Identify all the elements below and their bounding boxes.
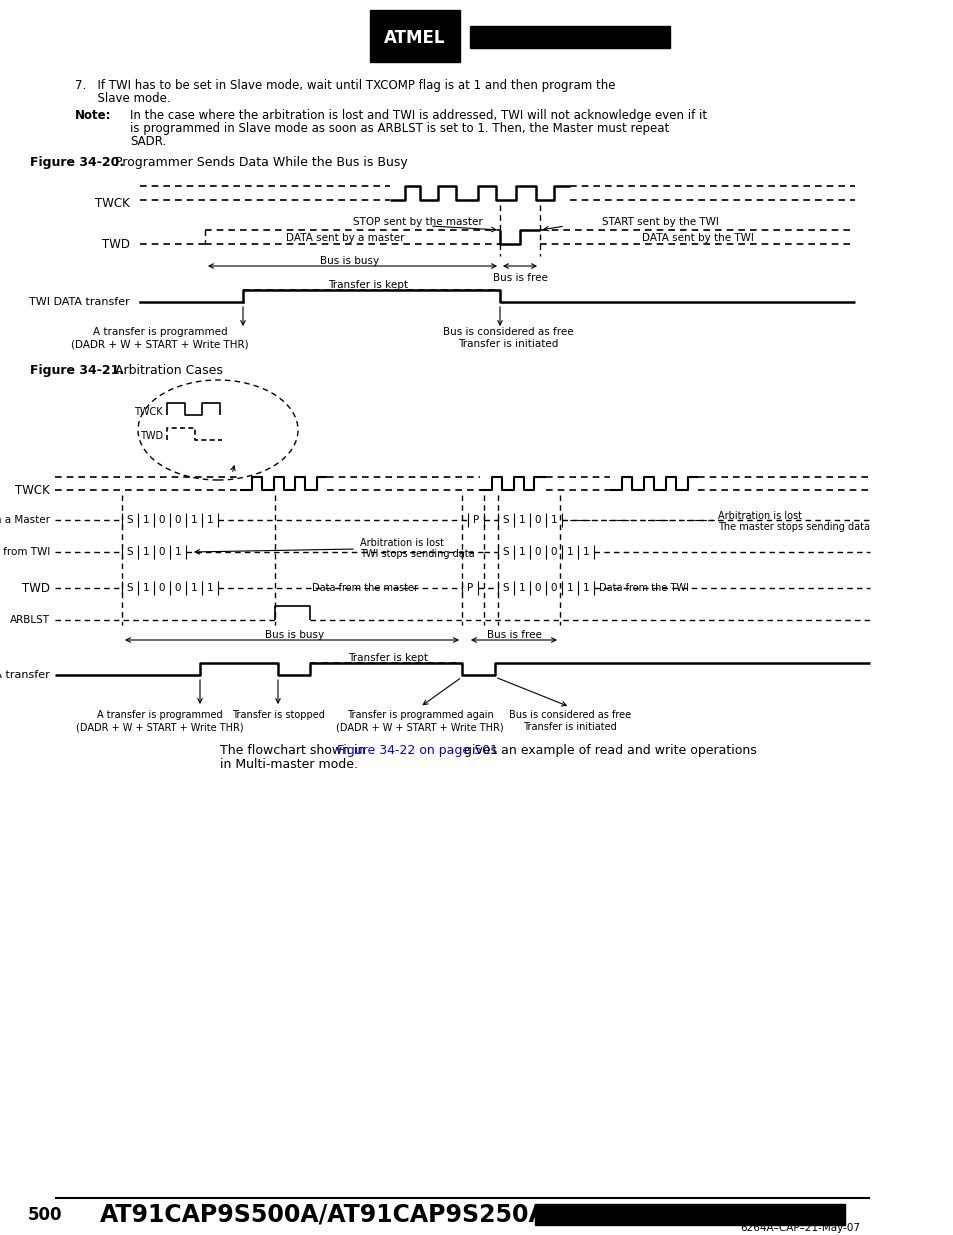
Bar xyxy=(535,1204,844,1225)
Text: TWD: TWD xyxy=(102,237,130,251)
Text: Transfer is kept: Transfer is kept xyxy=(348,653,428,663)
Text: ATMEL: ATMEL xyxy=(384,28,445,47)
Text: Data from the TWI: Data from the TWI xyxy=(598,583,688,593)
Text: (DADR + W + START + Write THR): (DADR + W + START + Write THR) xyxy=(76,722,244,732)
Text: Data from the master: Data from the master xyxy=(312,583,417,593)
Text: TWCK: TWCK xyxy=(95,196,130,210)
Text: The master stops sending data: The master stops sending data xyxy=(718,522,869,532)
Text: Note:: Note: xyxy=(75,109,112,121)
Text: 1: 1 xyxy=(518,547,525,557)
Text: Bus is busy: Bus is busy xyxy=(320,256,379,266)
Text: SADR.: SADR. xyxy=(130,135,166,147)
Text: is programmed in Slave mode as soon as ARBLST is set to 1. Then, the Master must: is programmed in Slave mode as soon as A… xyxy=(130,121,669,135)
Text: 1: 1 xyxy=(143,515,150,525)
Text: TWCK: TWCK xyxy=(134,408,163,417)
Text: Programmer Sends Data While the Bus is Busy: Programmer Sends Data While the Bus is B… xyxy=(111,156,407,168)
Text: 1: 1 xyxy=(174,547,181,557)
Text: 0: 0 xyxy=(158,547,165,557)
Text: TWI DATA transfer: TWI DATA transfer xyxy=(30,296,130,308)
Text: Transfer is programmed again: Transfer is programmed again xyxy=(346,710,493,720)
Bar xyxy=(470,26,669,48)
Text: Bus is considered as free: Bus is considered as free xyxy=(508,710,630,720)
Text: 1: 1 xyxy=(518,515,525,525)
Text: 7.   If TWI has to be set in Slave mode, wait until TXCOMP flag is at 1 and then: 7. If TWI has to be set in Slave mode, w… xyxy=(75,79,615,91)
Text: 1: 1 xyxy=(191,515,197,525)
Text: 1: 1 xyxy=(143,547,150,557)
Text: 0: 0 xyxy=(158,583,165,593)
Text: 1: 1 xyxy=(207,515,213,525)
Text: Transfer is initiated: Transfer is initiated xyxy=(522,722,617,732)
Text: 1: 1 xyxy=(191,583,197,593)
Text: 0: 0 xyxy=(174,515,181,525)
Text: 1: 1 xyxy=(566,547,573,557)
Text: 500: 500 xyxy=(28,1207,63,1224)
Text: Transfer is stopped: Transfer is stopped xyxy=(232,710,324,720)
Text: 0: 0 xyxy=(550,583,557,593)
Text: AT91CAP9S500A/AT91CAP9S250A: AT91CAP9S500A/AT91CAP9S250A xyxy=(100,1203,547,1228)
Text: STOP sent by the master: STOP sent by the master xyxy=(353,217,482,227)
Text: Bus is free: Bus is free xyxy=(486,630,541,640)
Text: A transfer is programmed: A transfer is programmed xyxy=(92,327,227,337)
Text: gives an example of read and write operations: gives an example of read and write opera… xyxy=(459,743,756,757)
Bar xyxy=(370,10,459,62)
Text: TWD: TWD xyxy=(22,582,50,594)
Text: S: S xyxy=(127,547,133,557)
Text: Slave mode.: Slave mode. xyxy=(75,91,171,105)
Text: 1: 1 xyxy=(582,583,589,593)
Text: DATA sent by a master: DATA sent by a master xyxy=(286,233,404,243)
Text: Arbitration is lost: Arbitration is lost xyxy=(359,538,443,548)
Text: Figure 34-20.: Figure 34-20. xyxy=(30,156,124,168)
Text: TWD: TWD xyxy=(140,431,163,441)
Text: Arbitration is lost: Arbitration is lost xyxy=(718,511,801,521)
Text: Bus is considered as free: Bus is considered as free xyxy=(442,327,573,337)
Text: 0: 0 xyxy=(174,583,181,593)
Text: S: S xyxy=(127,515,133,525)
Text: TWI stops sending data: TWI stops sending data xyxy=(359,550,475,559)
Text: 0: 0 xyxy=(535,583,540,593)
Text: ARBLST: ARBLST xyxy=(10,615,50,625)
Text: 0: 0 xyxy=(550,547,557,557)
Text: P: P xyxy=(466,583,473,593)
Text: TWI DATA transfer: TWI DATA transfer xyxy=(0,671,50,680)
Text: P: P xyxy=(473,515,478,525)
Text: Figure 34-22 on page 501: Figure 34-22 on page 501 xyxy=(337,743,497,757)
Text: Data from a Master: Data from a Master xyxy=(0,515,50,525)
Text: 0: 0 xyxy=(535,515,540,525)
Text: S: S xyxy=(502,547,509,557)
Text: START sent by the TWI: START sent by the TWI xyxy=(601,217,718,227)
Text: S: S xyxy=(502,515,509,525)
Text: Bus is free: Bus is free xyxy=(492,273,547,283)
Text: In the case where the arbitration is lost and TWI is addressed, TWI will not ack: In the case where the arbitration is los… xyxy=(130,109,706,121)
Text: Figure 34-21.: Figure 34-21. xyxy=(30,363,124,377)
Text: 1: 1 xyxy=(518,583,525,593)
Text: 6264A–CAP–21-May-07: 6264A–CAP–21-May-07 xyxy=(740,1223,859,1233)
Text: Bus is busy: Bus is busy xyxy=(265,630,324,640)
Text: (DADR + W + START + Write THR): (DADR + W + START + Write THR) xyxy=(335,722,503,732)
Text: DATA sent by the TWI: DATA sent by the TWI xyxy=(641,233,753,243)
Text: 1: 1 xyxy=(550,515,557,525)
Text: 0: 0 xyxy=(535,547,540,557)
Text: Transfer is kept: Transfer is kept xyxy=(328,280,408,290)
Text: Arbitration Cases: Arbitration Cases xyxy=(111,363,222,377)
Text: (DADR + W + START + Write THR): (DADR + W + START + Write THR) xyxy=(71,338,249,350)
Text: A transfer is programmed: A transfer is programmed xyxy=(97,710,223,720)
Text: The flowchart shown in: The flowchart shown in xyxy=(220,743,369,757)
Text: 1: 1 xyxy=(207,583,213,593)
Text: 1: 1 xyxy=(582,547,589,557)
Text: Transfer is initiated: Transfer is initiated xyxy=(457,338,558,350)
Text: 1: 1 xyxy=(566,583,573,593)
Text: 1: 1 xyxy=(143,583,150,593)
Text: S: S xyxy=(502,583,509,593)
Text: TWCK: TWCK xyxy=(15,483,50,496)
Text: S: S xyxy=(127,583,133,593)
Text: 0: 0 xyxy=(158,515,165,525)
Text: in Multi-master mode.: in Multi-master mode. xyxy=(220,757,357,771)
Text: Data from TWI: Data from TWI xyxy=(0,547,50,557)
